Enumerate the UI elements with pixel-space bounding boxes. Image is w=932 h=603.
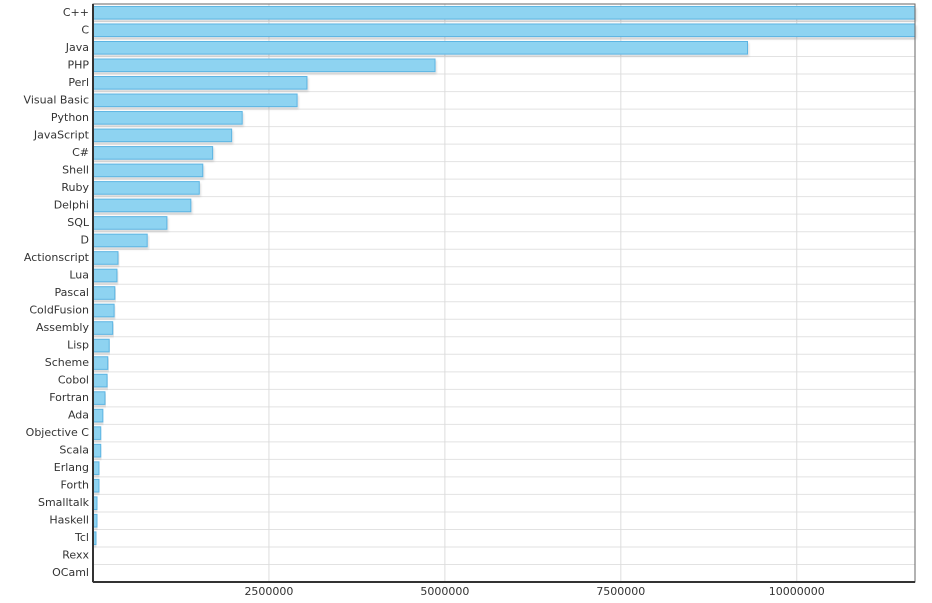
labels: 2500000 5000000 7500000 10000000 C++ C Java PHP…	[24, 6, 825, 598]
bar	[92, 408, 104, 423]
bars	[92, 5, 916, 581]
bar	[92, 216, 168, 230]
y-tick-label: Java	[65, 41, 89, 54]
bar	[92, 373, 108, 388]
y-tick-label: Forth	[61, 479, 90, 492]
y-tick-label: Scheme	[45, 356, 89, 369]
y-tick-label: Tcl	[74, 531, 89, 544]
plot-frame	[92, 3, 916, 583]
y-tick-label: ColdFusion	[29, 304, 89, 317]
bar	[92, 426, 102, 440]
bar	[92, 58, 436, 73]
bar	[92, 233, 148, 248]
y-tick-label: PHP	[67, 58, 89, 71]
y-tick-label: Fortran	[49, 391, 89, 404]
y-tick-label: Ruby	[61, 181, 89, 194]
y-tick-label: C++	[63, 6, 89, 19]
bar	[92, 356, 109, 370]
bar	[92, 5, 916, 20]
y-tick-label: OCaml	[52, 566, 89, 579]
y-tick-label: JavaScript	[33, 128, 90, 141]
y-tick-label: Python	[51, 111, 89, 124]
y-tick-label: C#	[72, 146, 89, 159]
bar	[92, 93, 298, 108]
bar	[92, 146, 214, 160]
bar	[92, 111, 243, 125]
y-tick-label: Perl	[68, 76, 89, 89]
bar	[92, 181, 200, 195]
x-tick-label: 5000000	[420, 585, 469, 598]
x-tick-label: 10000000	[769, 585, 825, 598]
bar	[92, 303, 115, 318]
y-tick-label: Shell	[62, 163, 89, 176]
bar	[92, 391, 106, 405]
y-tick-label: Haskell	[49, 514, 89, 527]
y-tick-label: Actionscript	[24, 251, 90, 264]
bar	[92, 286, 116, 300]
bar	[92, 128, 233, 143]
y-tick-label: Lisp	[67, 339, 89, 352]
y-tick-label: Pascal	[55, 286, 89, 299]
y-tick-label: C	[81, 23, 89, 36]
y-tick-label: Smalltalk	[38, 496, 90, 509]
bar	[92, 163, 204, 178]
x-tick-label: 7500000	[596, 585, 645, 598]
x-tick-label: 2500000	[244, 585, 293, 598]
y-tick-label: D	[81, 233, 89, 246]
bar	[92, 268, 118, 283]
bar	[92, 321, 114, 335]
y-tick-label: Rexx	[62, 549, 89, 562]
bar	[92, 76, 308, 90]
y-tick-label: Objective C	[26, 426, 90, 439]
y-tick-label: SQL	[67, 216, 90, 229]
y-tick-label: Visual Basic	[24, 93, 89, 106]
y-tick-label: Cobol	[58, 374, 89, 387]
bar	[92, 23, 916, 38]
grid	[93, 4, 915, 582]
y-tick-label: Lua	[69, 268, 89, 281]
y-tick-label: Erlang	[54, 461, 89, 474]
y-tick-label: Delphi	[54, 198, 89, 211]
bar	[92, 251, 119, 265]
y-tick-label: Ada	[68, 409, 89, 422]
bar	[92, 40, 749, 55]
y-tick-label: Scala	[59, 444, 89, 457]
bar	[92, 198, 192, 213]
bar	[92, 443, 102, 458]
bar	[92, 338, 110, 353]
y-tick-label: Assembly	[36, 321, 90, 334]
